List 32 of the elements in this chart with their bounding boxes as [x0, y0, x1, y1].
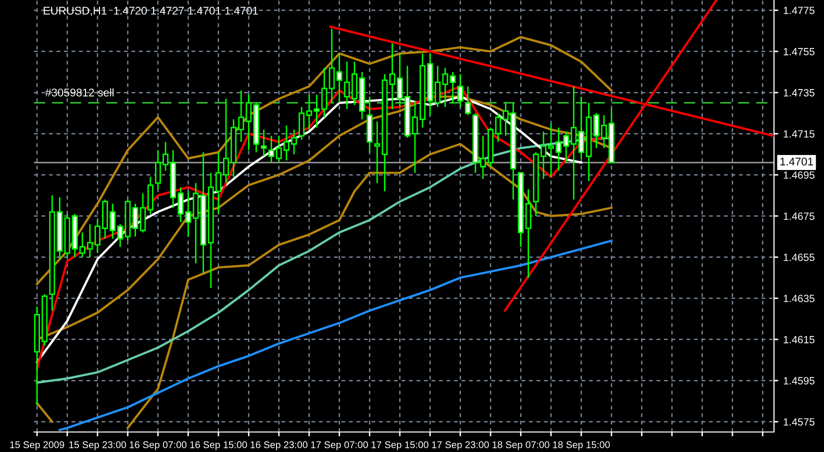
- candlestick: [321, 67, 328, 118]
- ref-line-label: 1.4701: [780, 158, 813, 166]
- y-tick-label: 1.4735: [784, 89, 814, 96]
- x-tick-label: 16 Sep 23:00: [250, 441, 308, 450]
- candlestick: [260, 128, 267, 158]
- x-tick-label: 16 Sep 15:00: [190, 441, 247, 450]
- y-tick-label: 1.4635: [784, 294, 814, 302]
- candlestick: [578, 96, 584, 160]
- y-tick-label: 1.4595: [784, 377, 814, 384]
- y-tick-label: 1.4755: [784, 48, 814, 56]
- candlestick: [374, 120, 380, 184]
- x-tick-label: 15 Sep 23:00: [69, 441, 126, 450]
- y-tick-label: 1.4775: [784, 6, 814, 14]
- x-tick-label: 17 Sep 07:00: [311, 441, 368, 450]
- text: EURUSD,H1 1.4720 1.4727 1.4701 1.4701: [44, 6, 258, 16]
- y-tick-label: 1.4575: [784, 418, 814, 426]
- x-tick-label: 16 Sep 07:00: [130, 441, 187, 450]
- x-tick-label: 17 Sep 15:00: [372, 441, 428, 450]
- ref-line-label: #3059812 sell: [45, 88, 114, 96]
- line-series: [58, 240, 613, 432]
- x-tick-label: 18 Sep 07:00: [492, 441, 550, 450]
- candlestick: [389, 42, 396, 110]
- y-tick-label: 1.4615: [784, 336, 814, 344]
- y-tick-label: 1.4675: [784, 212, 814, 220]
- x-tick-label: 15 Sep 2009: [10, 441, 64, 450]
- y-tick-label: 1.4655: [784, 254, 814, 262]
- y-tick-label: 1.4695: [784, 171, 814, 179]
- y-tick-label: 1.4715: [784, 130, 814, 138]
- candlestick: [132, 202, 138, 238]
- x-tick-label: 18 Sep 15:00: [553, 441, 610, 450]
- line-series: [36, 36, 613, 285]
- x-tick-label: 17 Sep 23:00: [432, 441, 489, 450]
